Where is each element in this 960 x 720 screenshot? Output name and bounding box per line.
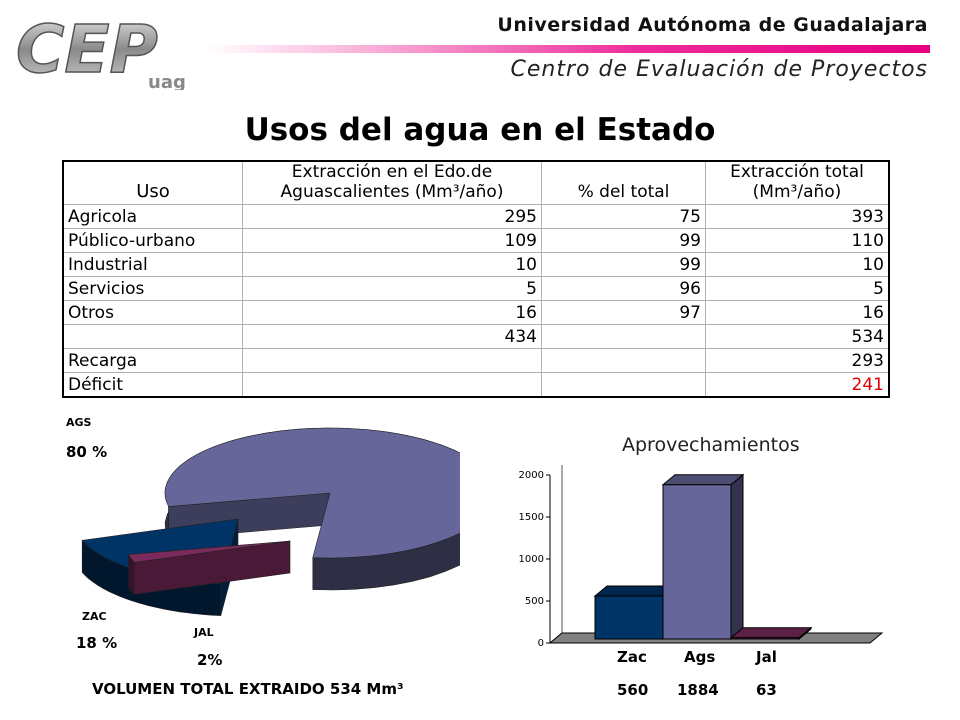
bar-chart-title: Aprovechamientos xyxy=(622,434,800,456)
header-accent-bar xyxy=(207,45,930,53)
cell-edo: 10 xyxy=(242,252,542,277)
cell-pct: 96 xyxy=(541,276,706,301)
header-total: Extracción total (Mm³/año) xyxy=(705,160,890,205)
cell-total: 293 xyxy=(705,348,890,373)
bar-y-tick-label: 1000 xyxy=(519,554,544,565)
pie-label-zac: ZAC xyxy=(82,610,107,623)
header-extraccion-edo: Extracción en el Edo.de Aguascalientes (… xyxy=(242,160,542,205)
bar-axis-wall xyxy=(549,465,563,644)
cell-uso: Público-urbano xyxy=(62,228,243,253)
cell-total: 5 xyxy=(705,276,890,301)
cell-edo: 295 xyxy=(242,204,542,229)
bar-category-jal: Jal xyxy=(756,648,777,666)
table-row: Público-urbano 109 99 110 xyxy=(62,228,890,253)
bar-value-jal: 63 xyxy=(756,681,777,699)
cell-pct: 99 xyxy=(541,252,706,277)
cell-total: 10 xyxy=(705,252,890,277)
center-name: Centro de Evaluación de Proyectos xyxy=(510,57,928,82)
bar-category-zac: Zac xyxy=(617,648,647,666)
bar-y-tick-label: 2000 xyxy=(519,470,544,481)
cell-uso: Servicios xyxy=(62,276,243,301)
bar-value-ags: 1884 xyxy=(677,681,719,699)
table-row: Agricola 295 75 393 xyxy=(62,204,890,229)
pie-label-ags: AGS xyxy=(66,416,92,429)
cell-pct xyxy=(541,348,706,373)
bar-jal xyxy=(729,626,813,641)
table-row: Servicios 5 96 5 xyxy=(62,276,890,301)
cell-uso xyxy=(62,324,243,349)
cell-uso: Déficit xyxy=(62,372,243,398)
header-total-line2: (Mm³/año) xyxy=(752,182,842,202)
pie-footer: VOLUMEN TOTAL EXTRAIDO 534 Mm³ xyxy=(92,680,404,698)
cell-edo: 109 xyxy=(242,228,542,253)
cell-edo xyxy=(242,372,542,398)
water-use-table: Uso Extracción en el Edo.de Aguascalient… xyxy=(62,160,890,398)
cell-edo xyxy=(242,348,542,373)
pie-label-jal: JAL xyxy=(194,626,214,639)
cell-total: 16 xyxy=(705,300,890,325)
cep-logo: CEP uag xyxy=(15,14,186,90)
cell-pct: 75 xyxy=(541,204,706,229)
table-row: Industrial 10 99 10 xyxy=(62,252,890,277)
bar-y-tick-label: 1500 xyxy=(519,512,544,523)
cell-total: 534 xyxy=(705,324,890,349)
cell-pct xyxy=(541,372,706,398)
cell-uso: Recarga xyxy=(62,348,243,373)
pie-chart xyxy=(81,427,460,616)
header-uso: Uso xyxy=(62,160,243,205)
cell-pct xyxy=(541,324,706,349)
header-extraccion-edo-line2: Aguascalientes (Mm³/año) xyxy=(280,182,504,202)
cell-total-deficit: 241 xyxy=(705,372,890,398)
pie-slice-jal xyxy=(128,540,291,596)
cell-pct: 97 xyxy=(541,300,706,325)
bar-category-ags: Ags xyxy=(684,648,716,666)
bar-ags xyxy=(661,473,745,641)
cell-pct: 99 xyxy=(541,228,706,253)
table-header-row: Uso Extracción en el Edo.de Aguascalient… xyxy=(62,160,890,205)
cell-total: 110 xyxy=(705,228,890,253)
cell-uso: Otros xyxy=(62,300,243,325)
bar-y-tick-label: 500 xyxy=(525,596,544,607)
table-row-deficit: Déficit 241 xyxy=(62,372,890,398)
header-pct: % del total xyxy=(541,160,706,205)
cell-edo: 434 xyxy=(242,324,542,349)
cell-edo: 5 xyxy=(242,276,542,301)
pie-value-ags: 80 % xyxy=(66,443,108,461)
bar-value-zac: 560 xyxy=(617,681,649,699)
table-row-sum: 434 534 xyxy=(62,324,890,349)
cell-uso: Agricola xyxy=(62,204,243,229)
logo-sub: uag xyxy=(148,72,186,90)
table-row: Otros 16 97 16 xyxy=(62,300,890,325)
logo-text: CEP xyxy=(16,14,158,88)
header-extraccion-edo-line1: Extracción en el Edo.de xyxy=(291,162,493,182)
pie-value-jal: 2% xyxy=(197,651,223,669)
cell-uso: Industrial xyxy=(62,252,243,277)
pie-value-zac: 18 % xyxy=(76,634,118,652)
header-total-line1: Extracción total xyxy=(730,162,864,182)
bar-y-tick-label: 0 xyxy=(538,638,544,649)
cell-total: 393 xyxy=(705,204,890,229)
cell-edo: 16 xyxy=(242,300,542,325)
bar-chart: 0 500 1000 1500 2000 xyxy=(519,465,884,649)
table-row: Recarga 293 xyxy=(62,348,890,373)
page-title: Usos del agua en el Estado xyxy=(244,112,716,148)
university-name: Universidad Autónoma de Guadalajara xyxy=(497,14,928,36)
